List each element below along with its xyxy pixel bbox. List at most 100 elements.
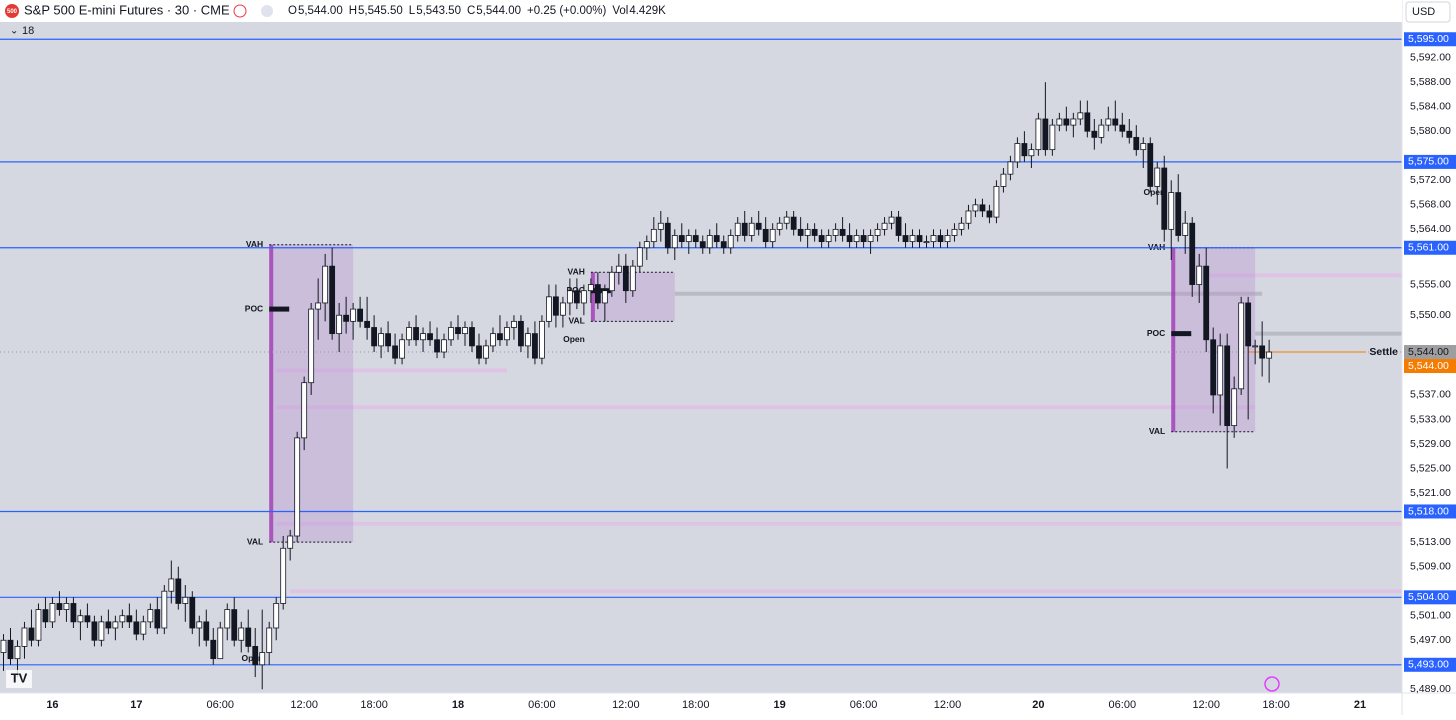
plot-area: VAHPOCVALOpenVAHPOCVALOpenVAHPOCVALOpenS… xyxy=(0,38,1402,690)
candle-body xyxy=(664,222,671,249)
indicator-count[interactable]: 18 xyxy=(22,25,34,37)
candle-body xyxy=(308,308,315,384)
candle-body xyxy=(972,204,979,212)
candle-body xyxy=(441,339,447,353)
candle-body xyxy=(238,627,245,641)
candle-body xyxy=(1077,112,1084,120)
volume: 4.429K xyxy=(629,5,666,17)
profile-label: VAH xyxy=(246,239,263,249)
candle-body xyxy=(594,284,601,304)
logo[interactable]: TV xyxy=(11,670,28,685)
ohlc-readout: O 5,544.00 H 5,545.50 L 5,543.50 C 5,544.00 +0.2… xyxy=(288,5,666,17)
candle-body xyxy=(301,382,308,439)
candle-body xyxy=(1028,149,1035,157)
candle-body xyxy=(825,235,832,243)
candle-body xyxy=(650,228,657,243)
candle-body xyxy=(455,327,461,335)
ohlc-value: 5,544.00 xyxy=(476,5,521,17)
x-tick-label: 16 xyxy=(46,699,58,711)
alert-icon[interactable] xyxy=(233,4,247,18)
candle-body xyxy=(692,235,699,243)
currency-box[interactable] xyxy=(1405,1,1451,23)
candle-body xyxy=(846,235,853,243)
candle-body xyxy=(1238,302,1245,390)
candle-body xyxy=(63,603,70,610)
candle-body xyxy=(629,265,636,292)
x-tick-label: 18:00 xyxy=(360,699,388,711)
candle-body xyxy=(713,235,720,243)
candle-body xyxy=(1056,118,1063,126)
candle-body xyxy=(1070,118,1077,126)
level-label: 5,493.00 xyxy=(1408,659,1449,671)
y-tick-label: 5,537.00 xyxy=(1410,389,1451,401)
candle-body xyxy=(1182,222,1189,236)
change: +0.25 (+0.00%) xyxy=(527,5,606,17)
y-tick-label: 5,584.00 xyxy=(1410,100,1451,112)
candle-body xyxy=(1007,161,1014,175)
candle-body xyxy=(161,590,168,629)
y-tick-label: 5,525.00 xyxy=(1410,462,1451,474)
candle-body xyxy=(84,615,91,623)
candle-body xyxy=(657,222,664,230)
candle-body xyxy=(559,302,566,316)
candle-body xyxy=(329,265,336,335)
candle-body xyxy=(734,222,741,236)
candle-body xyxy=(119,615,126,623)
candle-body xyxy=(518,320,524,347)
candle-body xyxy=(0,639,7,653)
candle-body xyxy=(420,333,426,341)
candle-body xyxy=(1091,130,1098,138)
candle-body xyxy=(881,222,888,230)
event-icon[interactable] xyxy=(1264,676,1280,692)
level-label: 5,575.00 xyxy=(1408,156,1449,168)
candle-body xyxy=(1133,136,1140,151)
candle-body xyxy=(1259,345,1266,359)
candle-body xyxy=(112,621,119,629)
candle-body xyxy=(608,271,615,292)
level-label: 5,561.00 xyxy=(1408,242,1449,254)
profile-label: VAH xyxy=(1148,242,1165,252)
candle-body xyxy=(224,609,231,629)
candle-body xyxy=(839,228,846,236)
candle-body xyxy=(937,235,944,243)
candle-body xyxy=(252,645,259,666)
candle-body xyxy=(1105,118,1112,126)
candle-body xyxy=(35,609,42,641)
candle-body xyxy=(811,228,818,236)
candle-body xyxy=(790,216,797,230)
candle-body xyxy=(343,314,350,322)
ohlc-value: 5,543.50 xyxy=(416,5,461,17)
level-label: 5,595.00 xyxy=(1408,33,1449,45)
candle-body xyxy=(189,596,196,629)
candle-body xyxy=(622,265,629,292)
currency[interactable]: USD xyxy=(1412,6,1435,18)
candle-body xyxy=(1252,345,1259,348)
menu-icon[interactable] xyxy=(261,5,273,17)
candle-body xyxy=(462,327,468,335)
y-tick-label: 5,489.00 xyxy=(1410,683,1451,695)
candle-body xyxy=(42,609,49,623)
x-tick-label: 18 xyxy=(452,699,464,711)
candle-body xyxy=(776,222,783,230)
x-tick-label: 12:00 xyxy=(934,699,962,711)
candle-body xyxy=(56,603,63,610)
candle-body xyxy=(287,535,294,549)
candle-body xyxy=(1112,118,1119,126)
candle-body xyxy=(511,320,517,328)
candle-body xyxy=(1140,143,1147,151)
candle-body xyxy=(965,210,972,224)
candle-body xyxy=(1266,351,1273,359)
level-label: 5,518.00 xyxy=(1408,505,1449,517)
poc-bar xyxy=(590,288,611,294)
candle-body xyxy=(427,333,433,341)
symbol-icon-text: 500 xyxy=(7,9,18,15)
y-tick-label: 5,509.00 xyxy=(1410,560,1451,572)
candle-body xyxy=(336,314,343,335)
y-tick-label: 5,533.00 xyxy=(1410,413,1451,425)
candle-body xyxy=(1217,345,1224,396)
candle-body xyxy=(140,621,147,635)
candle-body xyxy=(1126,130,1133,138)
collapse-icon[interactable]: ⌄ xyxy=(10,26,18,37)
candle-body xyxy=(804,228,811,236)
symbol-title[interactable]: S&P 500 E-mini Futures · 30 · CME xyxy=(24,2,230,17)
